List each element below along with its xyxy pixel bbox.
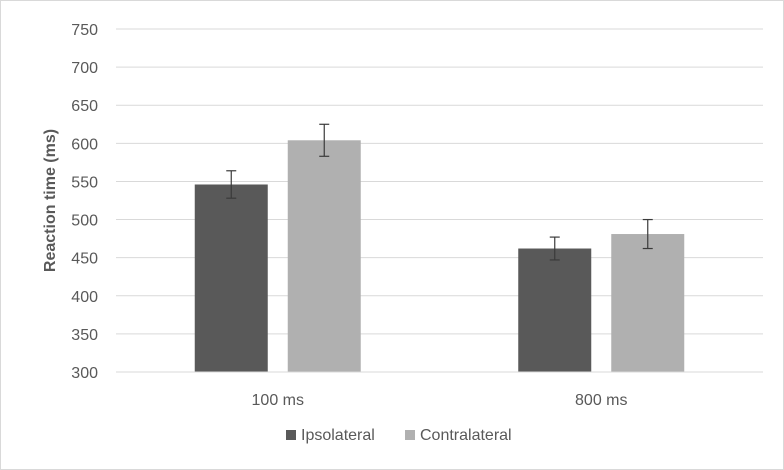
y-tick-label: 500 <box>71 213 98 230</box>
legend-label: Contralateral <box>420 427 512 444</box>
y-tick-label: 400 <box>71 289 98 306</box>
y-tick-label: 650 <box>71 98 98 115</box>
y-axis-ticks: 300 350 400 450 500 550 600 650 700 750 <box>71 22 98 382</box>
bars <box>194 140 685 372</box>
y-tick-label: 700 <box>71 60 98 77</box>
y-tick-label: 300 <box>71 365 98 382</box>
error-bar <box>319 123 330 157</box>
legend-label: Ipsolateral <box>301 427 375 444</box>
y-tick-label: 350 <box>71 327 98 344</box>
x-tick-label: 100 ms <box>252 392 304 409</box>
bar-contralateral-2 <box>611 234 685 372</box>
legend-swatch <box>405 430 415 440</box>
y-tick-label: 550 <box>71 174 98 191</box>
x-axis-ticks: 100 ms 800 ms <box>252 392 628 409</box>
error-bar <box>549 236 560 261</box>
error-bars <box>226 123 653 261</box>
y-tick-label: 600 <box>71 136 98 153</box>
legend-item-contralateral: Contralateral <box>405 427 512 444</box>
legend: Ipsolateral Contralateral <box>286 427 512 444</box>
error-bar <box>642 218 653 250</box>
legend-item-ipsolateral: Ipsolateral <box>286 427 375 444</box>
y-tick-label: 750 <box>71 22 98 39</box>
bar-contralateral-1 <box>287 140 361 372</box>
bar-ipsolateral-2 <box>518 248 592 372</box>
x-tick-label: 800 ms <box>575 392 627 409</box>
bar-ipsolateral-1 <box>194 184 268 372</box>
y-axis-title: Reaction time (ms) <box>42 129 59 272</box>
legend-swatch <box>286 430 296 440</box>
error-bar <box>226 170 237 199</box>
y-tick-label: 450 <box>71 251 98 268</box>
